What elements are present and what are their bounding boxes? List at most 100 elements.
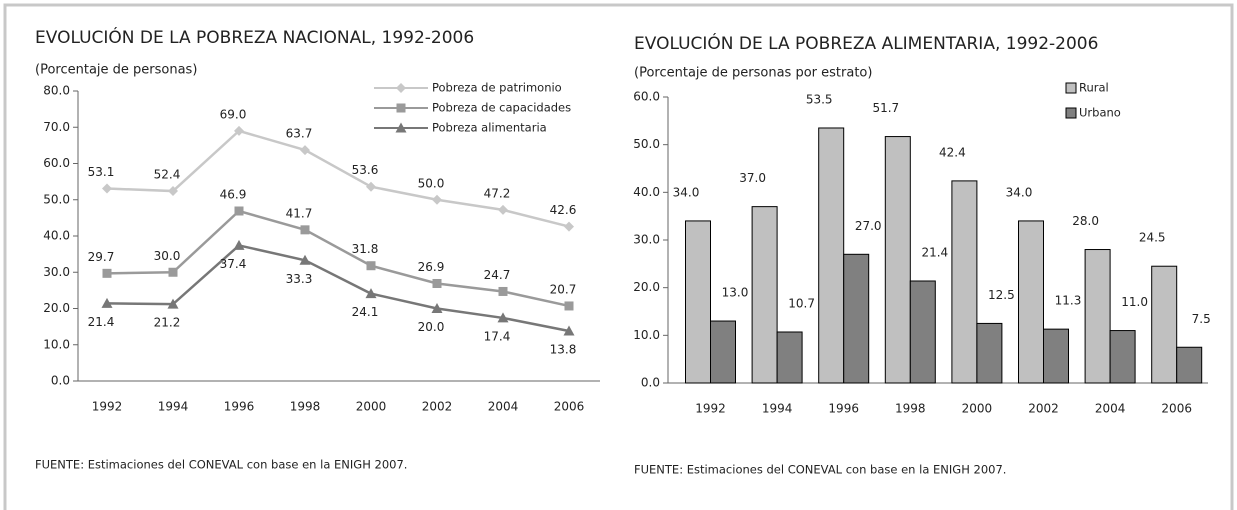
marker [234,125,244,136]
chart-title: EVOLUCIÓN DE LA POBREZA NACIONAL, 1992-2… [35,26,474,48]
data-label: 53.5 [806,92,833,106]
data-label: 24.7 [484,268,511,282]
legend-swatch [1065,82,1077,94]
legend-label: Pobreza de capacidades [432,101,571,115]
bar [909,280,936,384]
data-label: 24.5 [1139,231,1166,245]
legend-label: Rural [1079,81,1109,95]
marker [168,186,178,197]
bar [976,322,1003,384]
bar [776,331,803,384]
legend-marker [395,122,407,133]
marker [168,267,178,277]
marker [233,239,245,250]
marker [101,297,113,308]
marker [432,194,442,205]
data-label: 37.4 [220,257,247,271]
series-line [106,209,570,308]
data-label: 42.4 [939,145,966,159]
y-tick-label: 40.0 [633,185,660,199]
y-tick-label: 70.0 [43,120,70,134]
data-label: 21.4 [88,315,115,329]
data-label: 7.5 [1192,312,1211,326]
data-label: 53.6 [352,163,379,177]
data-label: 26.9 [418,260,445,274]
marker [300,145,310,156]
data-label: 29.7 [88,250,115,264]
x-tick-label: 1996 [828,402,859,416]
bar [1018,220,1044,384]
data-label: 17.4 [484,329,511,343]
x-tick-label: 2006 [1161,402,1192,416]
data-label: 13.8 [550,342,577,356]
y-tick-label: 60.0 [43,156,70,170]
x-tick-label: 1998 [895,402,926,416]
marker [564,221,574,232]
marker [102,268,112,278]
data-label: 20.0 [418,320,445,334]
legend-marker [396,83,406,93]
bar [1176,346,1203,384]
bar [1043,328,1069,384]
x-tick-label: 1994 [158,400,189,414]
marker [366,181,376,192]
x-tick-label: 2000 [356,400,387,414]
chart-title: EVOLUCIÓN DE LA POBREZA ALIMENTARIA, 199… [634,32,1098,54]
data-label: 27.0 [855,219,882,233]
marker [431,303,443,313]
x-tick-label: 2002 [422,400,453,414]
data-label: 34.0 [673,185,700,199]
y-tick-label: 20.0 [43,301,70,315]
bar [710,320,736,384]
bar [685,220,711,384]
marker [102,183,112,194]
series-line [106,244,570,333]
x-tick-label: 2004 [1095,402,1126,416]
data-label: 30.0 [154,249,181,263]
marker [299,254,311,265]
data-label: 11.0 [1121,295,1148,309]
data-label: 12.5 [988,288,1015,302]
x-tick-label: 1994 [762,402,793,416]
x-tick-label: 2004 [488,400,519,414]
data-label: 69.0 [220,107,247,121]
marker [167,298,179,309]
y-tick-label: 50.0 [633,137,660,151]
data-label: 53.1 [88,165,115,179]
y-tick-label: 0.0 [51,374,70,388]
y-tick-label: 30.0 [633,233,660,247]
y-tick-label: 60.0 [633,90,660,104]
data-label: 28.0 [1072,214,1099,228]
data-label: 13.0 [722,286,749,300]
bar [843,253,870,384]
bar [1084,249,1111,384]
marker [366,261,376,271]
y-tick-label: 50.0 [43,192,70,206]
legend-label: Pobreza alimentaria [432,121,547,135]
marker [564,301,574,311]
x-tick-label: 2000 [962,402,993,416]
data-label: 24.1 [352,305,379,319]
marker [563,325,575,336]
x-tick-label: 1992 [695,402,726,416]
data-label: 34.0 [1006,185,1033,199]
data-label: 47.2 [484,186,511,200]
bar [1109,330,1136,384]
marker [300,225,310,235]
marker [497,312,509,323]
marker [365,288,377,299]
legend-swatch [1065,107,1077,119]
data-label: 51.7 [872,101,899,115]
marker [498,204,508,215]
y-tick-label: 20.0 [633,280,660,294]
marker [498,286,508,296]
x-tick-label: 2006 [554,400,585,414]
y-tick-label: 10.0 [633,328,660,342]
data-label: 42.6 [550,203,577,217]
marker [432,278,442,288]
bar [884,136,911,384]
data-label: 11.3 [1055,294,1082,308]
data-label: 33.3 [286,272,313,286]
data-label: 41.7 [286,206,313,220]
